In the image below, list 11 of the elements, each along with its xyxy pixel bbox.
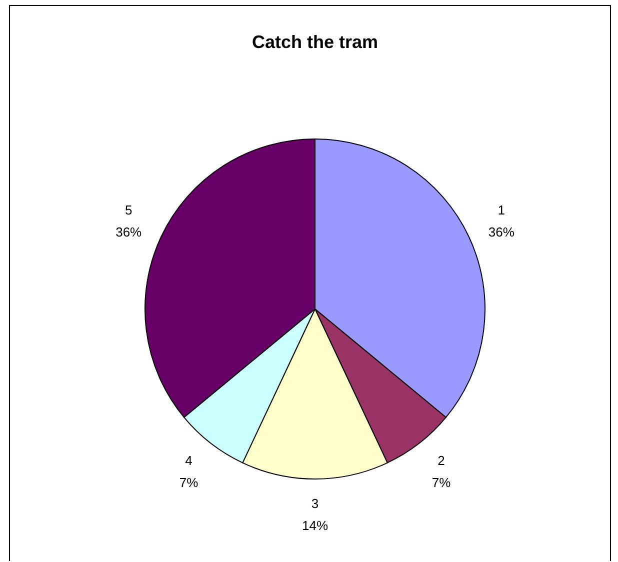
data-label: 36% <box>488 224 515 240</box>
slice-label: 3 <box>311 496 319 511</box>
slice-label: 4 <box>185 452 192 468</box>
data-label: 7% <box>432 474 452 490</box>
slice-label: 2 <box>438 452 445 468</box>
slice-label: 1 <box>498 202 506 218</box>
chart-title: Catch the tram <box>252 32 378 52</box>
data-label: 36% <box>116 224 142 240</box>
data-label: 7% <box>179 474 199 490</box>
data-label: 14% <box>302 518 328 533</box>
slice-label: 5 <box>124 202 132 218</box>
